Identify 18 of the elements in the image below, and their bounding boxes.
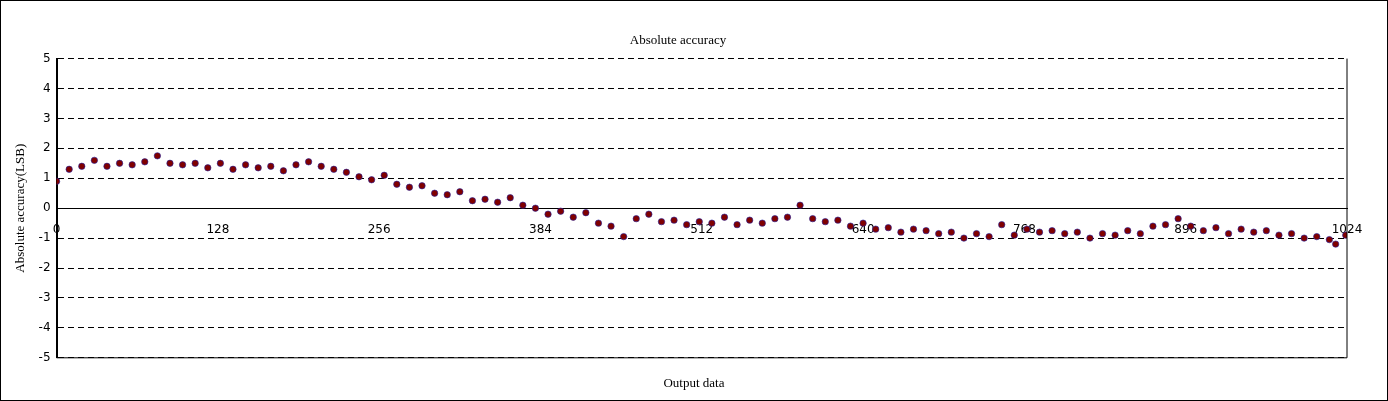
x-tick-label: 1024 <box>1331 221 1363 236</box>
y-tick-label: 0 <box>42 200 51 215</box>
y-tick-label: 2 <box>42 140 51 155</box>
y-tick-label: 1 <box>42 170 51 185</box>
x-axis-title: Output data <box>662 375 726 391</box>
y-tick-label: -2 <box>38 260 51 275</box>
y-tick-label: -1 <box>38 230 51 245</box>
y-tick-label: -4 <box>38 320 51 335</box>
x-tick-label: 256 <box>367 221 391 236</box>
x-tick-label: 128 <box>206 221 230 236</box>
y-axis-title: Absolute accuracy(LSB) <box>12 143 28 273</box>
y-tick-label: -3 <box>38 290 51 305</box>
y-tick-label: 3 <box>42 110 51 125</box>
y-tick-label: 5 <box>42 50 51 65</box>
y-tick-label: -5 <box>38 349 51 364</box>
chart-title: Absolute accuracy <box>629 32 727 48</box>
y-tick-label: 4 <box>42 80 51 95</box>
x-tick-label: 384 <box>529 221 552 236</box>
